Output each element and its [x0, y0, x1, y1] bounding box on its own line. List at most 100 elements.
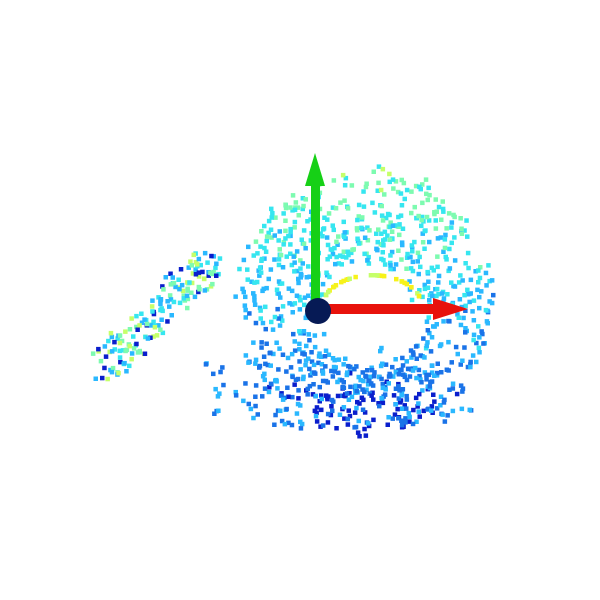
cloud-point — [400, 406, 405, 411]
cloud-point — [301, 228, 307, 233]
cloud-point — [388, 266, 393, 272]
cloud-point — [450, 386, 456, 391]
cloud-point — [281, 242, 286, 247]
cloud-point — [427, 292, 433, 298]
cloud-point — [420, 182, 425, 187]
cloud-point — [278, 295, 283, 300]
cloud-point — [293, 377, 299, 382]
cloud-point — [345, 422, 351, 427]
cloud-point — [257, 363, 263, 369]
cloud-point — [443, 232, 448, 238]
cloud-point — [150, 298, 155, 303]
cloud-point — [414, 215, 419, 221]
cloud-point — [393, 179, 399, 184]
cloud-point — [168, 271, 173, 276]
cloud-point — [417, 391, 422, 397]
cloud-point — [257, 305, 263, 311]
cloud-point — [452, 258, 458, 263]
cloud-point — [314, 405, 320, 410]
cloud-point — [252, 298, 257, 303]
cloud-point — [419, 380, 424, 385]
cloud-point — [256, 268, 261, 273]
origin-sphere — [305, 298, 331, 324]
cloud-point — [324, 273, 330, 278]
cloud-point — [346, 408, 351, 413]
cloud-point — [366, 421, 371, 426]
cloud-point — [407, 414, 412, 420]
cloud-point — [272, 233, 277, 238]
cloud-point — [283, 236, 288, 241]
cloud-point — [467, 407, 472, 413]
point-cloud — [90, 164, 496, 439]
cloud-point — [465, 234, 470, 239]
cloud-point — [191, 252, 196, 258]
cloud-point — [112, 347, 117, 352]
cloud-point — [198, 262, 203, 268]
cloud-point — [423, 346, 429, 351]
cloud-point — [180, 288, 186, 294]
cloud-point — [291, 331, 296, 337]
cloud-point — [142, 317, 147, 322]
cloud-point — [400, 387, 406, 392]
cloud-point — [298, 426, 304, 431]
cloud-point — [246, 360, 251, 365]
cloud-point — [409, 189, 414, 194]
cloud-point — [310, 392, 316, 397]
cloud-point — [406, 410, 411, 416]
cloud-point — [404, 359, 409, 364]
cloud-point — [449, 280, 454, 285]
cloud-point — [390, 416, 395, 421]
cloud-point — [389, 229, 395, 234]
cloud-point — [336, 261, 342, 266]
cloud-point — [460, 278, 465, 283]
cloud-point — [420, 200, 425, 206]
cloud-point — [428, 349, 434, 354]
cloud-point — [399, 279, 405, 284]
cloud-point — [353, 383, 358, 389]
cloud-point — [429, 335, 435, 340]
cloud-point — [417, 373, 422, 379]
cloud-point — [280, 318, 285, 323]
cloud-point — [340, 172, 346, 178]
cloud-point — [329, 404, 334, 409]
cloud-point — [296, 396, 301, 401]
cloud-point — [344, 255, 349, 260]
cloud-point — [269, 319, 274, 325]
cloud-point — [362, 251, 367, 257]
cloud-point — [485, 321, 490, 326]
cloud-point — [364, 181, 369, 186]
cloud-point — [463, 326, 468, 331]
cloud-point — [471, 337, 476, 343]
cloud-point — [401, 180, 407, 186]
cloud-point — [416, 213, 421, 219]
cloud-point — [439, 291, 445, 296]
cloud-point — [276, 257, 282, 262]
cloud-point — [394, 276, 399, 282]
cloud-point — [297, 329, 302, 334]
cloud-point — [446, 339, 451, 345]
cloud-point — [148, 323, 154, 328]
cloud-point — [414, 419, 419, 424]
cloud-point — [279, 391, 284, 396]
cloud-point — [262, 371, 267, 377]
cloud-point — [383, 387, 388, 392]
cloud-point — [450, 408, 456, 414]
cloud-point — [459, 229, 464, 234]
cloud-point — [334, 239, 339, 245]
cloud-point — [407, 419, 412, 424]
cloud-point — [264, 341, 269, 346]
cloud-point — [307, 383, 313, 389]
cloud-point — [343, 175, 349, 181]
cloud-point — [319, 407, 324, 413]
cloud-point — [309, 350, 314, 355]
cloud-point — [477, 305, 482, 311]
cloud-point — [167, 304, 172, 309]
cloud-point — [351, 247, 356, 252]
cloud-point — [253, 320, 259, 326]
cloud-point — [438, 235, 444, 240]
cloud-point — [366, 254, 371, 260]
coordinate-axes-gizmo[interactable] — [305, 153, 468, 324]
cloud-point — [255, 251, 260, 256]
